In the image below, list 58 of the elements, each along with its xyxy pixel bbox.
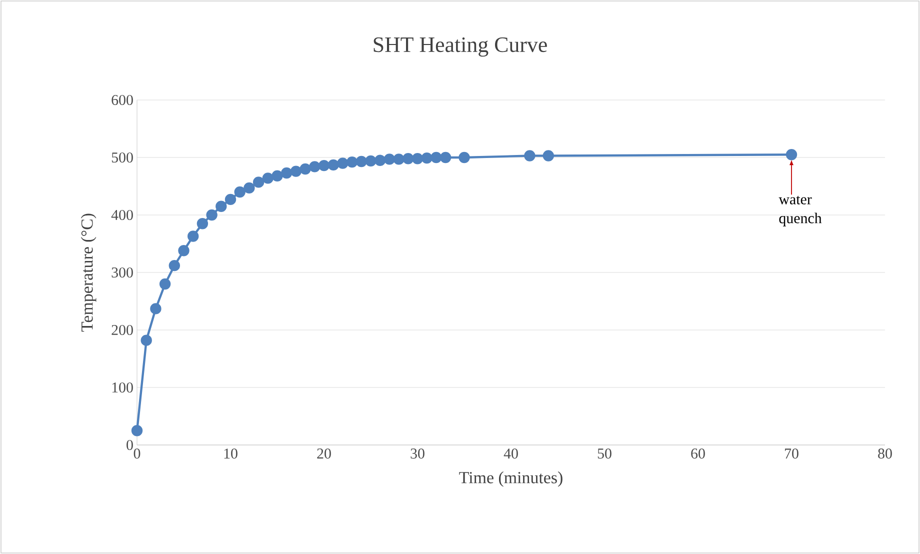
- point: [290, 166, 302, 177]
- y-tick-label: 400: [111, 210, 133, 220]
- x-tick-label: 40: [504, 448, 518, 459]
- point: [318, 160, 330, 172]
- point: [328, 159, 339, 171]
- x-tick-label: 80: [878, 448, 892, 459]
- x-tick-label: 20: [317, 448, 331, 459]
- point: [393, 154, 404, 165]
- point: [412, 153, 424, 164]
- point: [309, 161, 320, 172]
- point: [346, 156, 358, 168]
- point: [786, 149, 798, 160]
- x-tick-label: 50: [598, 448, 612, 459]
- y-tick-label: 100: [112, 382, 133, 393]
- point: [337, 158, 348, 169]
- y-tick-label: 200: [112, 324, 133, 336]
- y-tick-label: 600: [112, 94, 133, 106]
- point: [206, 209, 218, 221]
- point: [140, 334, 152, 346]
- point: [196, 218, 208, 230]
- x-tick-label: 30: [410, 448, 424, 459]
- annotation: water quench: [778, 196, 822, 226]
- x-tick-label: 10: [224, 448, 238, 459]
- point: [178, 245, 190, 256]
- point: [402, 153, 414, 164]
- x-tick-label: 60: [691, 448, 705, 459]
- point: [244, 182, 255, 194]
- point: [272, 170, 283, 182]
- x-axis-title: Time (minutes): [459, 471, 562, 487]
- point: [542, 150, 554, 162]
- point: [440, 152, 452, 164]
- y-axis-title: Temperature (°C): [80, 214, 96, 332]
- point: [524, 150, 536, 162]
- y-tick-label: 300: [112, 267, 133, 278]
- chart-title: SHT Heating Curve: [374, 37, 547, 57]
- point: [188, 230, 199, 242]
- point: [168, 260, 180, 272]
- point: [131, 425, 143, 436]
- point: [421, 152, 432, 164]
- point: [281, 167, 292, 179]
- point: [430, 152, 442, 164]
- point: [252, 176, 264, 188]
- point: [159, 278, 171, 290]
- point: [458, 152, 470, 164]
- y-tick-label: 500: [112, 152, 133, 163]
- y-tick-label: 0: [126, 440, 133, 450]
- point: [234, 186, 246, 198]
- point: [300, 163, 311, 175]
- x-tick-label: 0: [134, 448, 140, 459]
- point: [262, 172, 274, 184]
- point: [216, 200, 227, 212]
- point: [384, 154, 396, 165]
- point: [356, 156, 368, 168]
- point: [224, 194, 236, 206]
- point: [365, 155, 376, 167]
- point: [150, 303, 162, 314]
- x-tick-label: 70: [785, 448, 798, 459]
- point: [374, 154, 386, 166]
